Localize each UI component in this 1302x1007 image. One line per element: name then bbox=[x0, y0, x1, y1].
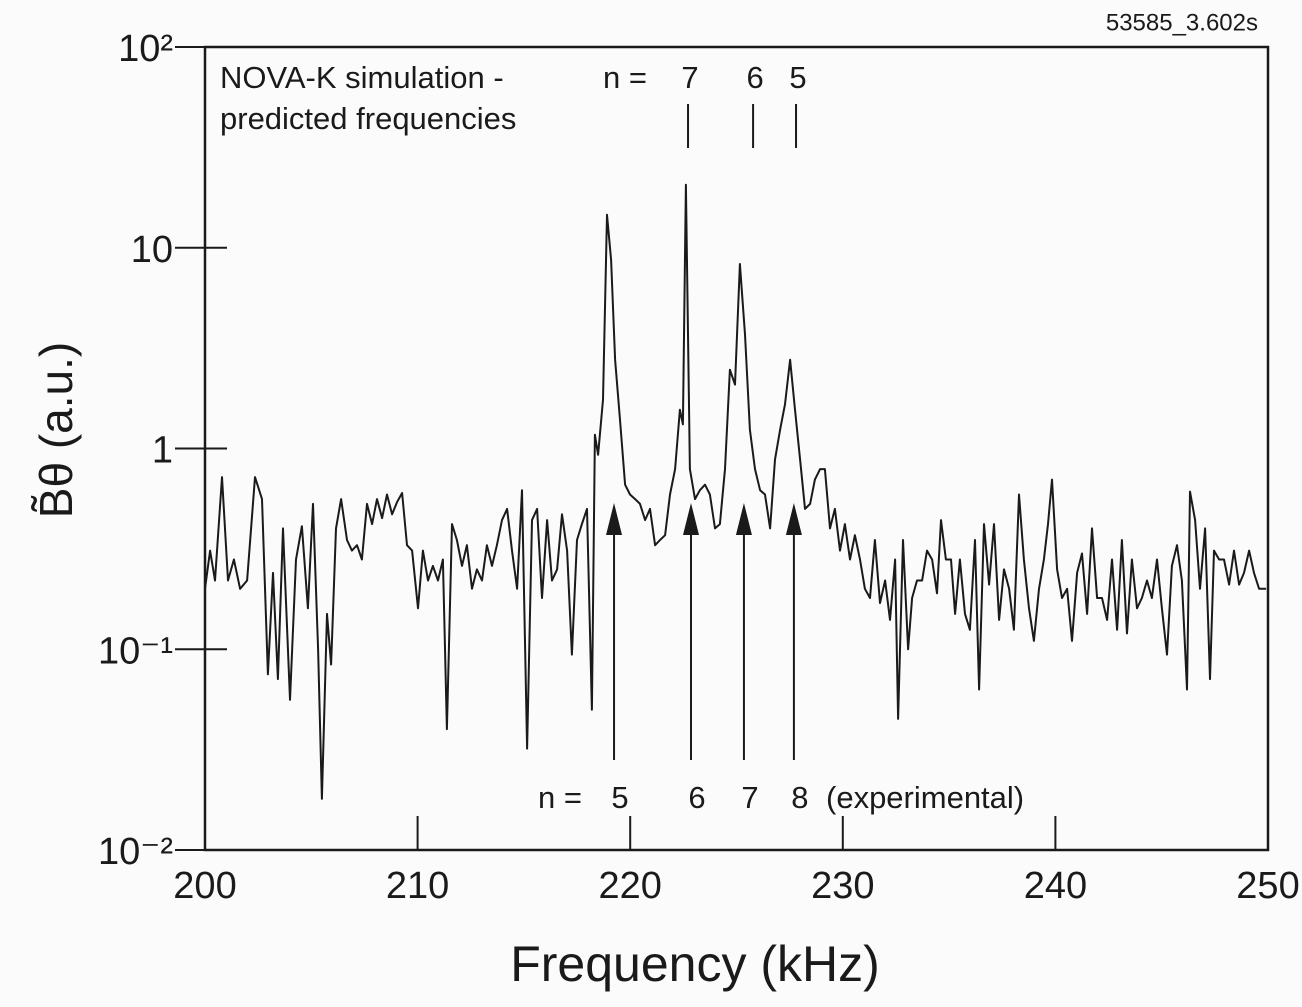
arrow-head bbox=[785, 503, 802, 535]
plot-frame bbox=[203, 45, 1270, 852]
annotation: 7 bbox=[741, 780, 758, 815]
corner-label: 53585_3.602s bbox=[1106, 9, 1258, 36]
annotation: 5 bbox=[611, 780, 628, 815]
annotation: n = bbox=[603, 60, 647, 95]
y-tick-label: 10⁻² bbox=[98, 831, 173, 873]
data-line bbox=[204, 183, 1267, 800]
annotation: 7 bbox=[681, 60, 698, 95]
y-tick-label: 10² bbox=[118, 28, 173, 70]
x-tick-label: 200 bbox=[173, 865, 236, 907]
x-tick-label: 210 bbox=[386, 865, 449, 907]
annotation: 8 bbox=[791, 780, 808, 815]
arrow-head bbox=[683, 503, 700, 535]
x-tick-label: 240 bbox=[1024, 865, 1087, 907]
annotation: NOVA-K simulation - bbox=[220, 60, 504, 95]
x-axis-title: Frequency (kHz) bbox=[510, 936, 880, 992]
x-tick-label: 220 bbox=[598, 865, 661, 907]
arrow-head bbox=[606, 503, 623, 535]
annotation: n = bbox=[538, 780, 582, 815]
x-tick-label: 250 bbox=[1236, 865, 1299, 907]
y-tick-label: 10 bbox=[131, 229, 173, 271]
y-tick-label: 10⁻¹ bbox=[98, 630, 173, 672]
annotation: (experimental) bbox=[826, 780, 1024, 815]
arrow-head bbox=[735, 503, 752, 535]
y-tick-label: 1 bbox=[152, 430, 173, 472]
annotation: predicted frequencies bbox=[220, 101, 516, 136]
x-tick-label: 230 bbox=[811, 865, 874, 907]
annotation: 6 bbox=[688, 780, 705, 815]
annotation: 6 bbox=[746, 60, 763, 95]
annotation: 5 bbox=[789, 60, 806, 95]
y-axis-title: B̃θ (a.u.) bbox=[30, 342, 82, 518]
